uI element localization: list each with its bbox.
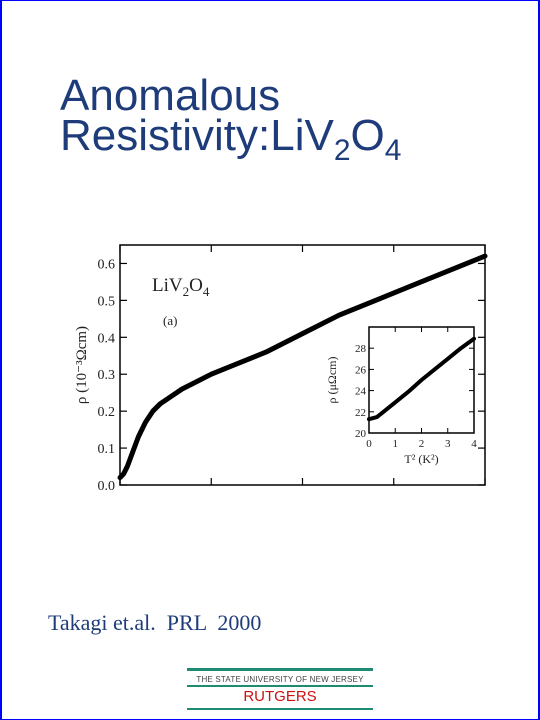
title-formula-o: O xyxy=(350,111,385,160)
citation: Takagi et.al. PRL 2000 xyxy=(48,610,262,635)
y-tick-label: 0.5 xyxy=(98,294,116,309)
title-subscript-o: 4 xyxy=(384,134,402,167)
resistivity-chart: 0.0 0.1 0.2 0.3 0.4 0.5 0.6 ρ (10⁻³Ωcm) LiV2O4 (a… xyxy=(74,244,488,494)
slide-title: Anomalous Resistivity:LiV2O4 xyxy=(60,71,401,166)
inset-x-tick-label: 3 xyxy=(445,438,451,450)
title-line-2: Resistivity:LiV2O4 xyxy=(60,114,401,166)
y-tick-label: 0.1 xyxy=(98,442,116,457)
logo-name: RUTGERS xyxy=(243,688,317,705)
y-tick-label: 0.0 xyxy=(98,479,116,494)
inset-y-tick-label: 26 xyxy=(355,364,367,376)
y-tick-label: 0.6 xyxy=(98,257,116,272)
inset-y-tick-label: 20 xyxy=(355,428,367,440)
panel-label: (a) xyxy=(163,313,177,328)
compound-annotation: LiV2O4 xyxy=(152,275,210,299)
rutgers-logo: THE STATE UNIVERSITY OF NEW JERSEY RUTGE… xyxy=(187,668,373,712)
inset-x-tick-label: 1 xyxy=(393,438,399,450)
y-tick-label: 0.2 xyxy=(98,405,116,420)
y-tick-label: 0.4 xyxy=(98,331,116,346)
y-tick-label: 0.3 xyxy=(98,368,116,383)
inset-resistivity-curve xyxy=(367,336,476,422)
title-line-1: Anomalous xyxy=(60,71,281,120)
main-y-axis-label: ρ (10⁻³Ωcm) xyxy=(74,326,90,404)
inset-y-tick-label: 24 xyxy=(355,386,367,398)
inset-x-tick-label: 0 xyxy=(366,438,372,450)
title-subscript-v: 2 xyxy=(333,134,351,167)
inset-x-tick-label: 2 xyxy=(419,438,425,450)
inset-x-tick-label: 4 xyxy=(471,438,477,450)
logo-rule-middle xyxy=(187,685,373,687)
logo-rule-top xyxy=(187,668,373,671)
inset-y-tick-label: 28 xyxy=(355,343,367,355)
inset-x-axis-label: T² (K²) xyxy=(404,452,438,466)
logo-rule-bottom xyxy=(187,708,373,710)
inset-y-axis-label: ρ (μΩcm) xyxy=(325,357,339,404)
logo-university-text: THE STATE UNIVERSITY OF NEW JERSEY xyxy=(196,675,364,684)
title-formula-prefix: Resistivity:LiV xyxy=(60,111,334,160)
main-resistivity-curve xyxy=(117,253,488,481)
inset-y-tick-label: 22 xyxy=(355,407,366,419)
